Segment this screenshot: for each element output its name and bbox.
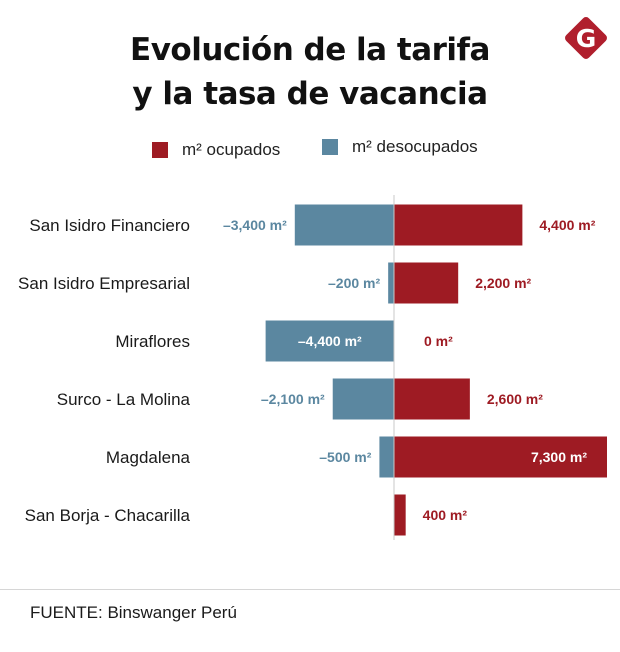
title-line-1: Evolución de la tarifa	[130, 32, 490, 68]
category-label: San Borja - Chacarilla	[25, 506, 191, 525]
bar-desocupados	[265, 320, 394, 362]
value-label-ocupados: 2,200 m²	[475, 275, 531, 291]
category-label: Magdalena	[106, 448, 191, 467]
bar-desocupados	[379, 436, 394, 478]
legend-swatch-desocupados	[322, 139, 338, 155]
chart-title: Evolución de la tarifa y la tasa de vaca…	[0, 28, 620, 116]
value-label-ocupados: 400 m²	[423, 507, 468, 523]
value-label-ocupados: 7,300 m²	[531, 449, 587, 465]
legend-item-desocupados: m² desocupados	[322, 137, 478, 157]
bar-desocupados	[294, 204, 394, 246]
legend-label-ocupados: m² ocupados	[182, 140, 281, 159]
bar-desocupados	[332, 378, 394, 420]
category-label: Miraflores	[115, 332, 190, 351]
bar-ocupados	[394, 378, 470, 420]
category-label: San Isidro Empresarial	[18, 274, 190, 293]
legend-item-ocupados: m² ocupados	[152, 140, 280, 160]
value-label-desocupados: –200 m²	[328, 275, 380, 291]
bar-desocupados	[388, 262, 394, 304]
value-label-desocupados: –2,100 m²	[261, 391, 325, 407]
legend-swatch-ocupados	[152, 142, 168, 158]
bar-ocupados	[394, 204, 523, 246]
value-label-desocupados: –500 m²	[319, 449, 371, 465]
bar-ocupados	[394, 494, 406, 536]
value-label-ocupados: 4,400 m²	[539, 217, 595, 233]
footer-divider	[0, 589, 620, 590]
category-label: San Isidro Financiero	[29, 216, 190, 235]
value-label-desocupados: –3,400 m²	[223, 217, 287, 233]
bar-ocupados	[394, 262, 459, 304]
diverging-bar-chart: San Isidro Financiero –3,400 m² 4,400 m² Sa…	[18, 195, 607, 540]
value-label-ocupados: 0 m²	[424, 333, 453, 349]
legend-label-desocupados: m² desocupados	[352, 137, 478, 156]
value-label-desocupados: –4,400 m²	[298, 333, 362, 349]
category-label: Surco - La Molina	[57, 390, 191, 409]
source-note: FUENTE: Binswanger Perú	[30, 603, 237, 622]
logo-letter: G	[576, 24, 597, 53]
title-line-2: y la tasa de vacancia	[132, 76, 488, 112]
bar-ocupados	[394, 436, 607, 478]
brand-logo-icon: G	[565, 17, 607, 59]
value-label-ocupados: 2,600 m²	[487, 391, 543, 407]
legend: m² ocupados m² desocupados	[0, 137, 620, 168]
